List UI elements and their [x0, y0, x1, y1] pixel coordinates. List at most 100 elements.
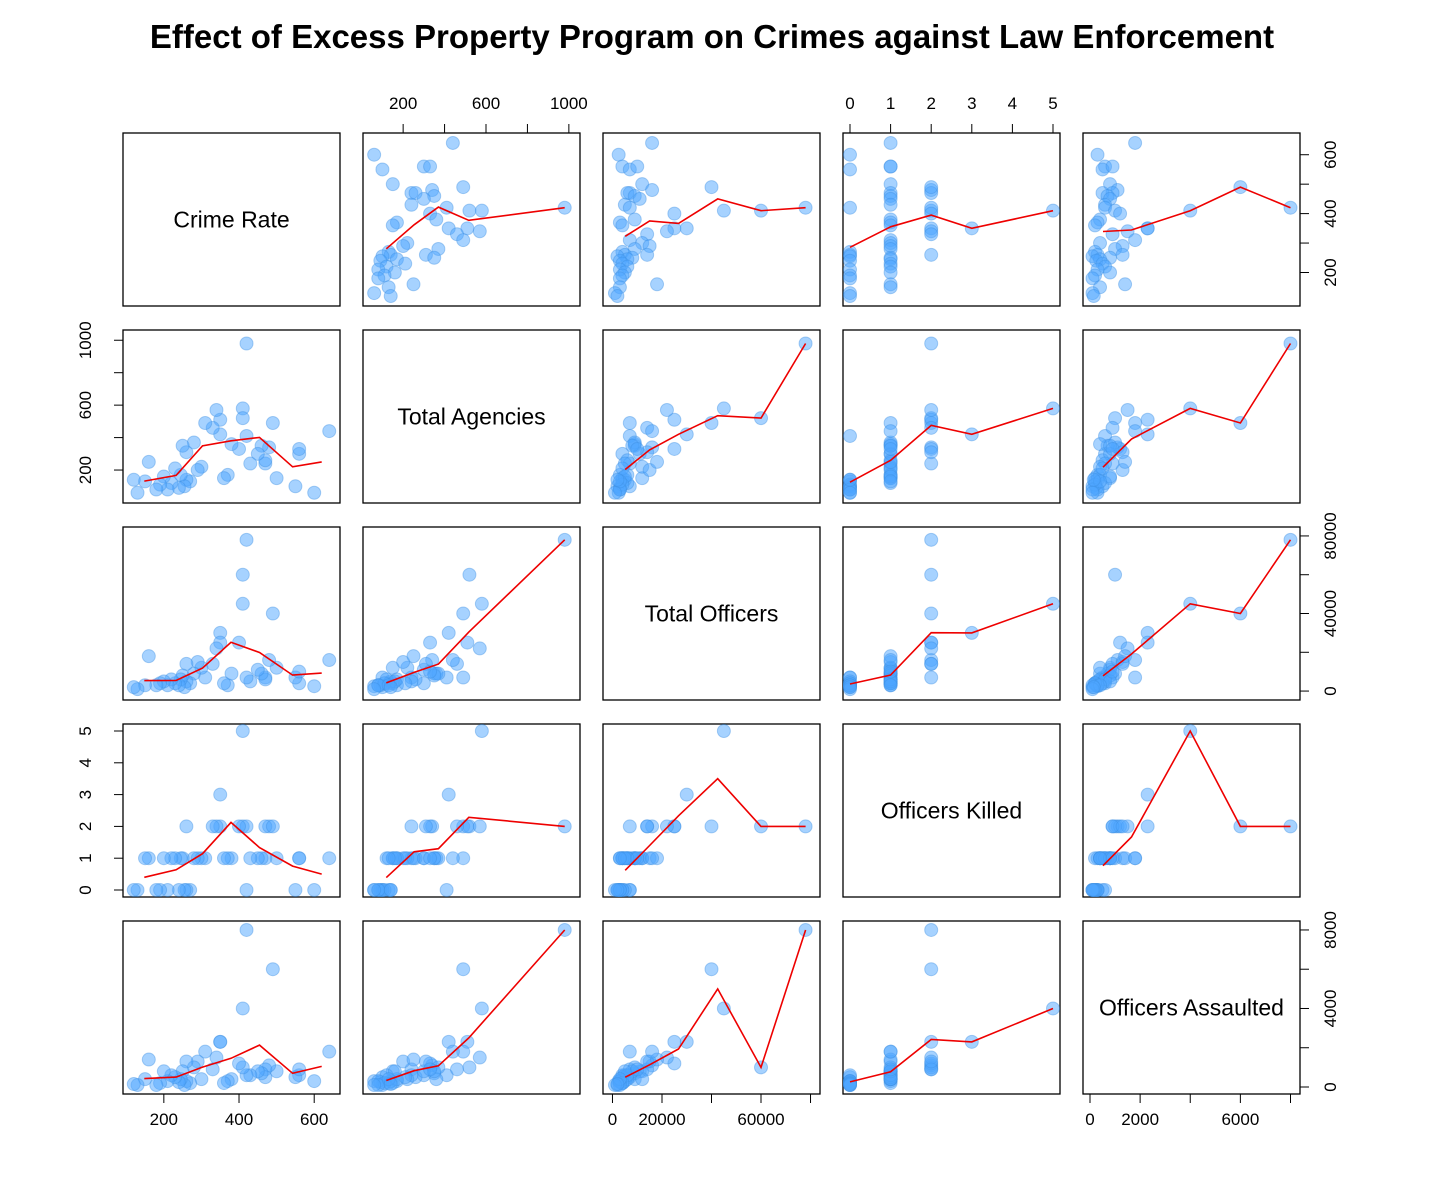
point-officers-vs-crime-12 — [235, 596, 250, 611]
point-crime-vs-officers-11 — [622, 200, 637, 215]
point-crime-vs-assaulted-15 — [1113, 206, 1128, 221]
point-killed-vs-crime-39 — [149, 883, 164, 897]
point-crime-vs-assaulted-14 — [1283, 200, 1298, 215]
point-killed-vs-officers-44 — [645, 851, 660, 866]
panel-frame-agencies-agencies — [362, 329, 581, 504]
point-agencies-vs-assaulted-20 — [1140, 412, 1155, 427]
point-officers-vs-agencies-42 — [367, 682, 382, 697]
point-assaulted-vs-killed-45 — [883, 1062, 898, 1077]
tick-label-killed-0: 0 — [845, 94, 854, 113]
point-crime-vs-agencies-18 — [385, 218, 400, 233]
ytick-label-officers-0: 0 — [1321, 686, 1340, 695]
point-crime-vs-agencies-3 — [385, 177, 400, 192]
point-agencies-vs-crime-18 — [216, 471, 231, 486]
point-killed-vs-crime-10 — [243, 851, 258, 866]
point-killed-vs-assaulted-43 — [1086, 883, 1101, 897]
ytick-label-assaulted-0: 0 — [1321, 1082, 1340, 1091]
point-crime-vs-officers-19 — [679, 221, 694, 236]
panel-frame-assaulted-crime — [122, 920, 341, 1095]
smooth-line-agencies-vs-killed — [849, 407, 1054, 483]
point-agencies-vs-killed-42 — [843, 485, 857, 500]
panel-frame-agencies-assaulted — [1082, 329, 1301, 504]
point-crime-vs-assaulted-43 — [1086, 289, 1101, 304]
ytick-label-agencies-1000: 1000 — [76, 321, 95, 359]
point-killed-vs-agencies-44 — [445, 851, 460, 866]
point-killed-vs-officers-29 — [640, 819, 655, 834]
point-agencies-vs-crime-39 — [149, 482, 164, 497]
point-assaulted-vs-agencies-21 — [472, 1050, 487, 1065]
point-crime-vs-assaulted-23 — [1128, 233, 1143, 248]
point-crime-vs-killed-9 — [924, 180, 939, 195]
point-agencies-vs-killed-11 — [843, 428, 857, 443]
point-killed-vs-agencies-22 — [450, 819, 464, 834]
point-officers-vs-crime-0 — [307, 679, 322, 694]
point-agencies-vs-officers-20 — [667, 412, 682, 427]
point-assaulted-vs-crime-15 — [232, 1056, 247, 1071]
point-killed-vs-crime-19 — [213, 787, 228, 802]
diagonal-label-agencies: Total Agencies — [397, 404, 545, 430]
point-agencies-vs-crime-44 — [322, 424, 337, 439]
ytick-label-crime-200: 200 — [1321, 258, 1340, 286]
point-crime-vs-assaulted-18 — [1088, 218, 1103, 233]
point-assaulted-vs-agencies-22 — [450, 1062, 464, 1077]
point-officers-vs-crime-14 — [239, 532, 254, 547]
point-agencies-vs-assaulted-22 — [1105, 420, 1120, 435]
chart-title: Effect of Excess Property Program on Cri… — [149, 18, 1275, 55]
panel-frame-crime-crime — [122, 132, 341, 307]
point-crime-vs-officers-3 — [635, 177, 650, 192]
point-crime-vs-agencies-25 — [396, 239, 411, 253]
smooth-line-killed-vs-crime — [144, 821, 322, 879]
diagonal-label-officers: Total Officers — [645, 601, 779, 627]
point-assaulted-vs-crime-18 — [216, 1076, 231, 1091]
point-agencies-vs-crime-0 — [307, 485, 322, 500]
panel-frame-officers-killed — [842, 526, 1061, 701]
point-crime-vs-agencies-39 — [371, 271, 386, 286]
point-crime-vs-killed-2 — [843, 162, 857, 177]
tick-label-killed-4: 4 — [1008, 94, 1017, 113]
point-crime-vs-agencies-21 — [472, 224, 487, 239]
point-crime-vs-killed-11 — [843, 200, 857, 215]
diagonal-label-assaulted: Officers Assaulted — [1099, 995, 1284, 1021]
point-crime-vs-agencies-44 — [445, 135, 460, 150]
point-crime-vs-agencies-34 — [398, 256, 413, 271]
point-agencies-vs-killed-21 — [924, 403, 939, 418]
point-killed-vs-agencies-19 — [441, 787, 456, 802]
ytick-label-killed-0: 0 — [76, 885, 95, 894]
ytick-label-killed-4: 4 — [76, 758, 95, 767]
point-agencies-vs-crime-42 — [130, 485, 145, 500]
point-killed-vs-agencies-29 — [418, 819, 433, 834]
point-crime-vs-officers-43 — [610, 289, 625, 304]
point-crime-vs-killed-43 — [843, 289, 857, 304]
point-assaulted-vs-killed-44 — [883, 1044, 898, 1059]
point-crime-vs-killed-22 — [924, 227, 939, 242]
smooth-line-killed-vs-officers — [624, 777, 806, 871]
point-crime-vs-assaulted-44 — [1128, 135, 1143, 150]
tick-label-killed-2: 2 — [926, 94, 935, 113]
point-officers-vs-agencies-43 — [383, 680, 398, 695]
smooth-line-agencies-vs-assaulted — [1102, 343, 1292, 468]
point-crime-vs-agencies-16 — [429, 212, 444, 227]
smooth-line-officers-vs-assaulted — [1102, 539, 1292, 677]
point-officers-vs-agencies-23 — [456, 670, 471, 685]
point-crime-vs-officers-4 — [645, 183, 660, 198]
point-agencies-vs-assaulted-45 — [1105, 441, 1120, 456]
point-assaulted-vs-agencies-9 — [456, 962, 471, 977]
panel-frame-killed-agencies — [362, 723, 581, 898]
point-agencies-vs-killed-45 — [883, 441, 898, 456]
point-killed-vs-agencies-21 — [472, 819, 487, 834]
point-killed-vs-assaulted-44 — [1128, 851, 1143, 866]
ytick-label-killed-1: 1 — [76, 853, 95, 862]
diagonal-label-crime: Crime Rate — [173, 207, 289, 233]
point-crime-vs-officers-0 — [611, 147, 626, 162]
tick-label-crime-200: 200 — [150, 1110, 178, 1129]
point-officers-vs-crime-25 — [190, 654, 205, 669]
point-crime-vs-agencies-12 — [474, 203, 489, 218]
point-crime-vs-officers-15 — [667, 206, 682, 221]
point-assaulted-vs-killed-29 — [924, 1054, 939, 1069]
ytick-label-crime-400: 400 — [1321, 199, 1340, 227]
point-officers-vs-agencies-3 — [385, 660, 400, 675]
point-agencies-vs-crime-13 — [235, 411, 250, 426]
point-killed-vs-crime-44 — [322, 851, 337, 866]
point-assaulted-vs-officers-20 — [667, 1034, 682, 1049]
point-agencies-vs-crime-21 — [209, 403, 224, 418]
